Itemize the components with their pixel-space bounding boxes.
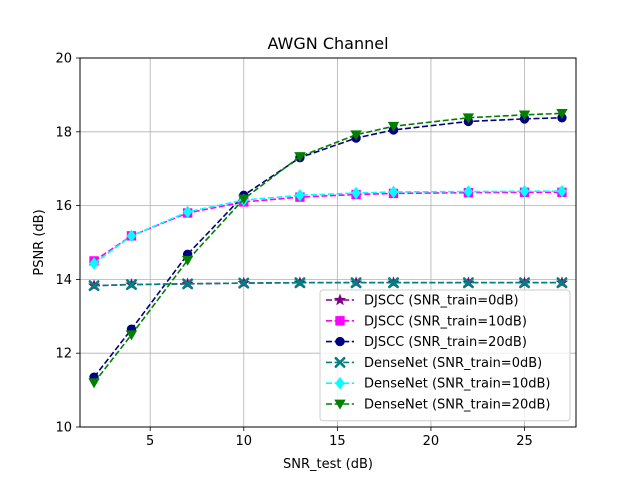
- marker-stroke: [182, 278, 194, 290]
- data-point: [519, 277, 531, 289]
- series-line: [93, 112, 562, 384]
- legend: DJSCC (SNR_train=0dB) DJSCC (SNR_train=10…: [319, 289, 571, 422]
- legend-marker: [335, 336, 345, 347]
- legend-label: DenseNet (SNR_train=0dB): [364, 356, 542, 371]
- data-point: [388, 185, 399, 199]
- data-point: [88, 280, 100, 292]
- data-point: [351, 186, 361, 200]
- data-point: [350, 277, 362, 289]
- legend-label: DenseNet (SNR_train=20dB): [364, 398, 551, 413]
- x-tick-label: 25: [516, 434, 533, 449]
- legend-item: DenseNet (SNR_train=10dB): [326, 377, 551, 392]
- y-tick-label: 16: [55, 199, 72, 214]
- data-point: [295, 188, 305, 202]
- series-layer: [87, 108, 569, 389]
- legend-label: DJSCC (SNR_train=20dB): [364, 335, 527, 350]
- data-point: [388, 277, 400, 289]
- data-point: [88, 378, 100, 389]
- legend-item: DJSCC (SNR_train=10dB): [326, 314, 527, 329]
- y-tick-label: 12: [55, 347, 72, 362]
- data-point: [126, 229, 137, 243]
- x-tick-label: 15: [329, 434, 346, 449]
- x-tick-label: 10: [236, 434, 253, 449]
- data-point: [556, 277, 568, 289]
- plot-frame: [79, 57, 577, 428]
- ticks: 5 10 15 20 25 10 12 14 16 18 20: [55, 52, 532, 450]
- series-line: [93, 191, 562, 262]
- legend-label: DJSCC (SNR_train=0dB): [364, 294, 519, 309]
- data-point: [462, 113, 475, 124]
- series-densenet-snr-train-0db: [88, 277, 568, 292]
- marker-stroke: [556, 277, 568, 289]
- data-point: [182, 278, 194, 290]
- marker-stroke: [238, 277, 250, 289]
- legend-marker: [335, 316, 345, 326]
- data-point: [387, 121, 400, 132]
- marker-stroke: [519, 277, 531, 289]
- data-point: [350, 130, 362, 141]
- legend-marker: [335, 376, 345, 390]
- legend-item: DJSCC (SNR_train=0dB): [326, 294, 519, 309]
- marker-stroke: [88, 280, 100, 292]
- legend-marker: [334, 399, 346, 410]
- x-tick-label: 20: [423, 434, 440, 449]
- data-point: [463, 185, 474, 198]
- data-point: [518, 110, 531, 121]
- data-point: [238, 277, 250, 289]
- marker-stroke: [334, 356, 346, 368]
- legend-item: DJSCC (SNR_train=20dB): [326, 335, 527, 350]
- marker-stroke: [388, 277, 400, 289]
- data-point: [294, 277, 306, 289]
- x-axis-title: SNR_test (dB): [283, 457, 373, 472]
- y-tick-label: 20: [55, 52, 72, 67]
- series-densenet-snr-train-10db: [89, 184, 567, 270]
- data-point: [556, 108, 568, 119]
- series-djscc-snr-train-10db: [89, 187, 567, 266]
- data-point: [182, 205, 193, 219]
- series-line: [94, 281, 562, 287]
- series-line: [93, 116, 562, 378]
- marker-stroke: [294, 277, 306, 289]
- data-point: [294, 152, 306, 163]
- marker-stroke: [125, 279, 137, 291]
- data-point: [462, 277, 474, 289]
- y-tick-label: 10: [55, 421, 72, 436]
- marker-stroke: [350, 277, 362, 289]
- legend-marker: [334, 356, 346, 368]
- data-point: [181, 255, 194, 266]
- data-point: [125, 279, 137, 291]
- data-point: [125, 330, 138, 341]
- legend-item: DenseNet (SNR_train=20dB): [326, 398, 551, 413]
- y-axis-title: PSNR (dB): [32, 209, 47, 275]
- chart-title: AWGN Channel: [267, 34, 388, 53]
- data-point: [89, 257, 99, 270]
- legend-marker: [333, 293, 347, 306]
- y-tick-label: 18: [55, 125, 72, 140]
- legend-box: [319, 289, 571, 422]
- data-point: [519, 184, 530, 198]
- data-point: [557, 184, 567, 198]
- legend-label: DenseNet (SNR_train=10dB): [364, 377, 551, 392]
- marker-stroke: [462, 277, 474, 289]
- data-point: [238, 194, 250, 205]
- series-densenet-snr-train-20db: [88, 108, 568, 389]
- x-tick-label: 5: [146, 434, 154, 449]
- legend-item: DenseNet (SNR_train=0dB): [326, 356, 542, 371]
- y-tick-label: 14: [55, 273, 72, 288]
- legend-label: DJSCC (SNR_train=10dB): [364, 314, 527, 329]
- series-line: [93, 190, 562, 265]
